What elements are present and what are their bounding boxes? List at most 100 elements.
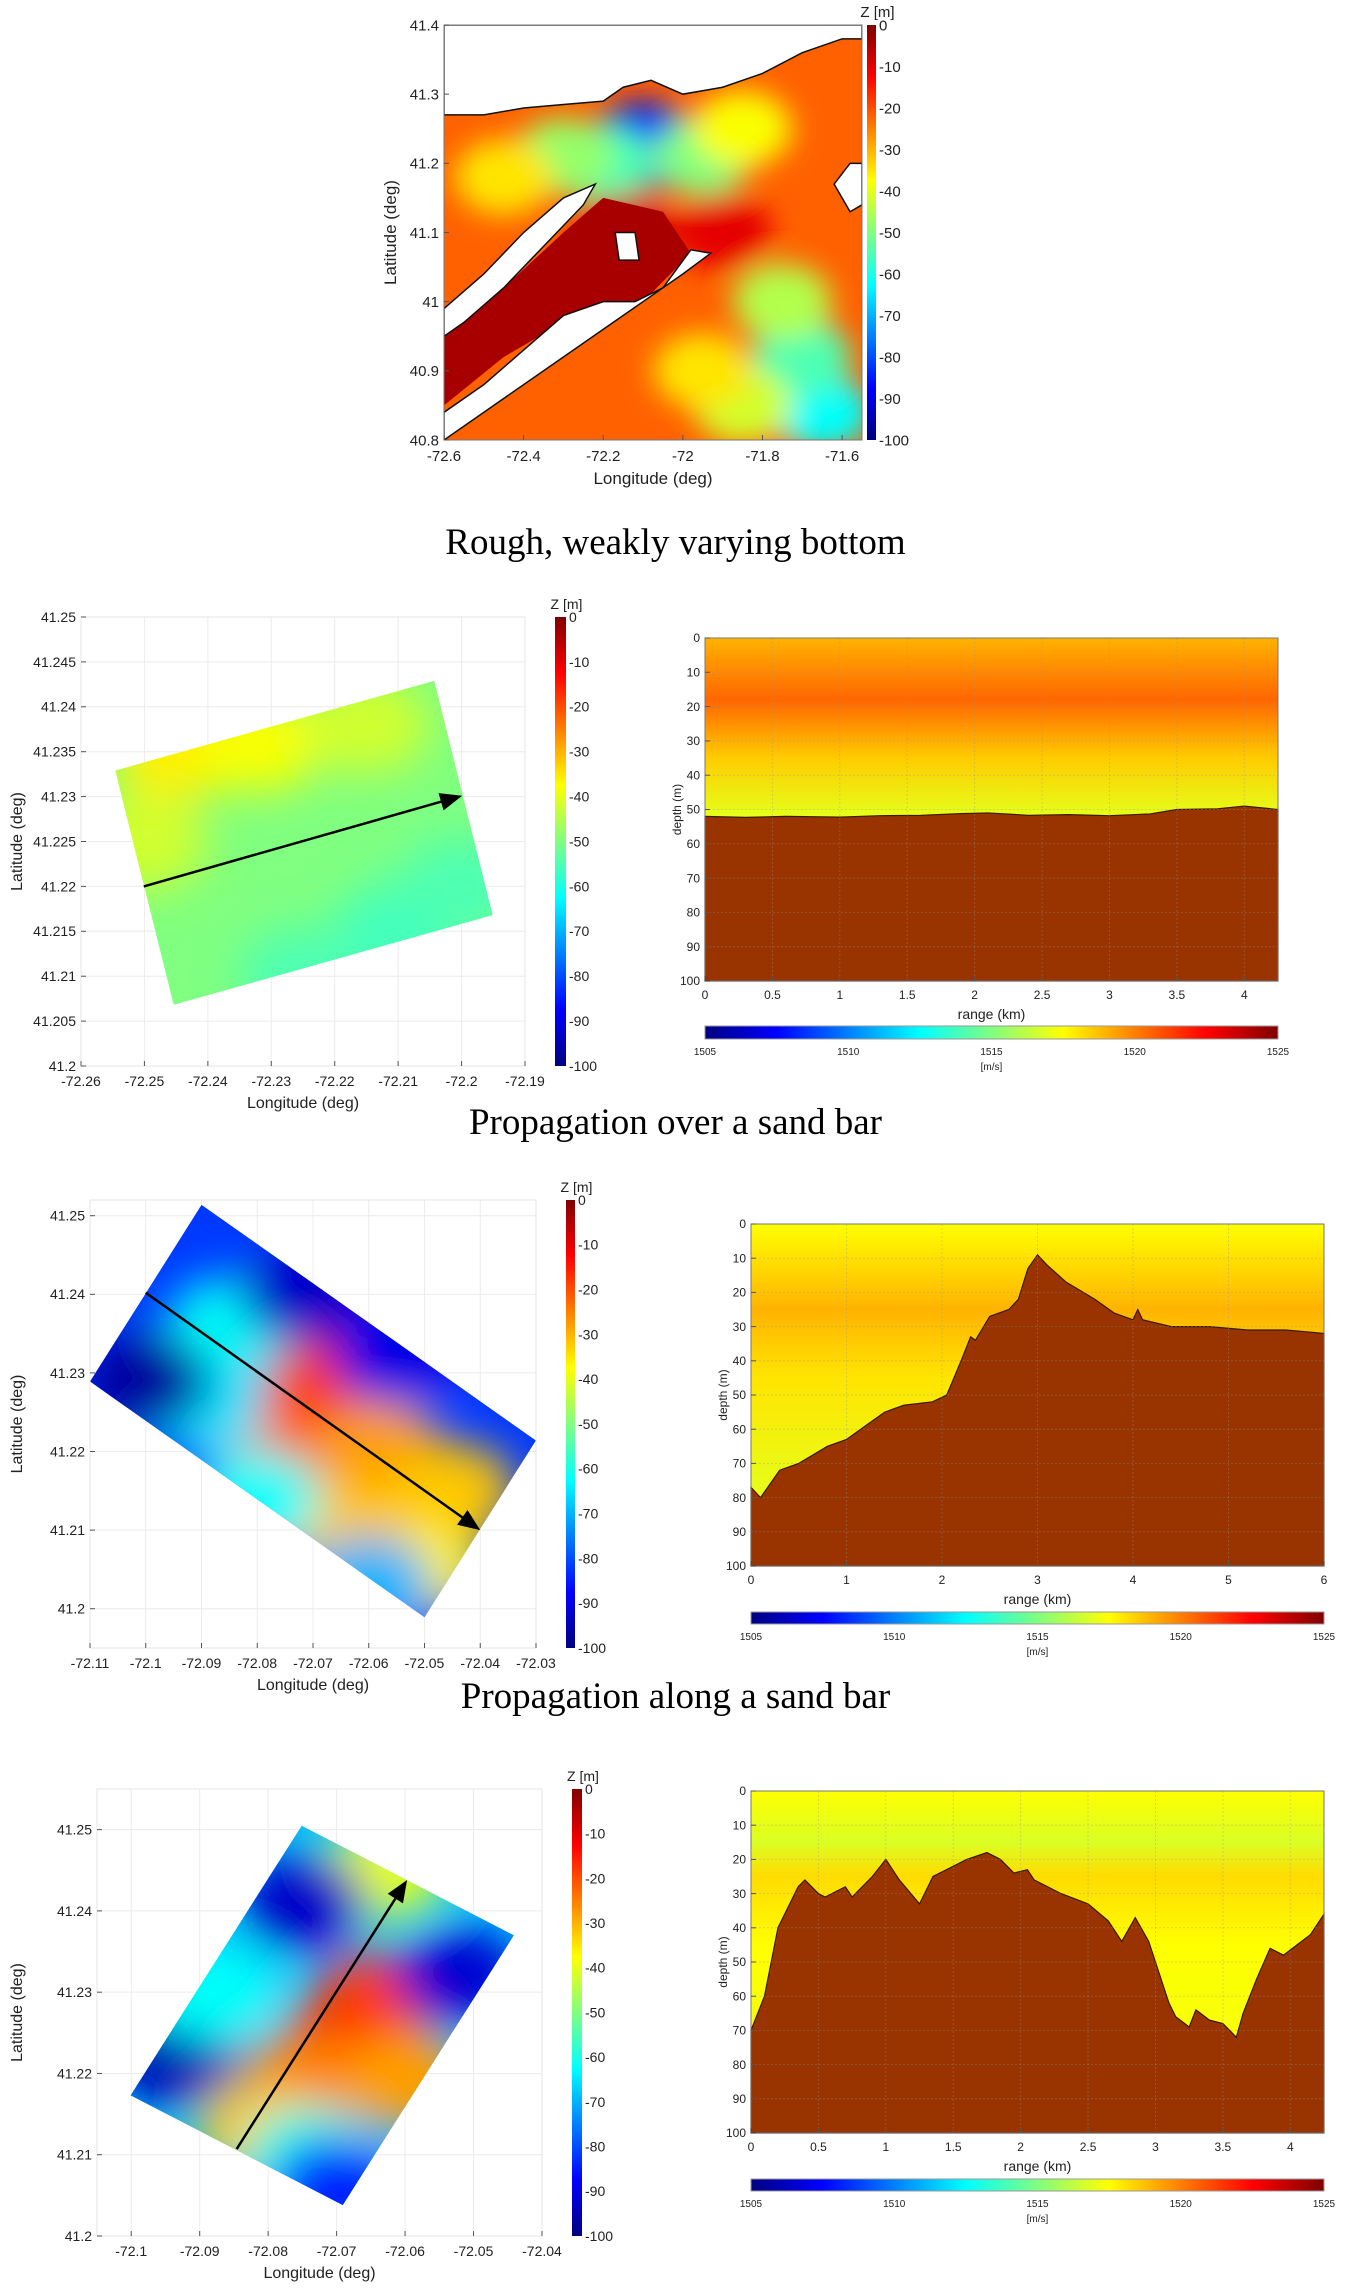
x-tick-label: -72.11: [71, 1655, 110, 1671]
depth-feature: [388, 1441, 517, 1540]
x-axis-label: range (km): [1004, 1591, 1072, 1607]
depth-feature: [90, 1331, 210, 1430]
colorbar-label: Z [m]: [860, 4, 894, 21]
y-tick-label: 30: [733, 1320, 747, 1334]
colorbar-tick-label: -30: [578, 1326, 598, 1342]
colorbar-tick-label: -70: [879, 308, 901, 325]
y-tick-label: 41.21: [50, 1522, 85, 1538]
x-tick-label: 4: [1241, 988, 1248, 1002]
over-sand-bar-profile: 1505 1510 1515 1520 1525 [m/s] 0 0.5 1 1.5 2 2.5 3 3.…: [670, 631, 1290, 1073]
colorbar-tick-label: 1505: [694, 1047, 717, 1058]
caption-along-sand-bar: Propagation along a sand bar: [460, 1676, 891, 1717]
colorbar-tick-label: -50: [578, 1416, 598, 1432]
y-tick-label: 41.22: [57, 2065, 92, 2081]
y-tick-label: 41.23: [50, 1365, 85, 1381]
x-tick-label: -71.6: [825, 448, 859, 465]
y-tick-label: 40: [733, 1354, 747, 1368]
land-area: [833, 162, 862, 213]
x-tick-label: -72.04: [460, 1655, 500, 1671]
y-tick-label: 50: [687, 803, 701, 817]
x-tick-label: 4: [1287, 2140, 1294, 2154]
depth-feature: [302, 680, 430, 774]
colorbar-tick-label: -80: [879, 349, 901, 366]
colorbar-label: [m/s]: [1027, 1647, 1049, 1658]
y-tick-label: 41.4: [410, 17, 439, 34]
sound-speed-colorbar: [704, 1025, 1279, 1040]
x-tick-label: 0: [748, 1573, 755, 1587]
track-arrow-head: [387, 1880, 408, 1904]
x-tick-label: -72.21: [378, 1073, 418, 1089]
x-tick-label: -72.06: [349, 1655, 389, 1671]
colorbar-tick-label: 1525: [1267, 1047, 1290, 1058]
x-tick-label: -72.19: [505, 1073, 545, 1089]
colorbar-tick-label: -60: [879, 266, 901, 283]
y-tick-label: 41.24: [41, 699, 76, 715]
seabed-profile: [750, 1253, 1325, 1567]
colorbar-tick-label: 0: [569, 609, 577, 625]
x-axis-label: range (km): [958, 1006, 1026, 1022]
colorbar-tick-label: 1510: [837, 1047, 860, 1058]
y-tick-label: 41.25: [50, 1208, 85, 1224]
colorbar-tick-label: 0: [578, 1192, 586, 1208]
colorbar-tick-label: -40: [578, 1371, 598, 1387]
y-tick-label: 50: [733, 1388, 747, 1402]
x-axis-label: range (km): [1004, 2158, 1072, 2174]
y-tick-label: 70: [733, 2024, 747, 2038]
colorbar-tick-label: -70: [585, 2094, 605, 2110]
colorbar-tick-label: 1505: [740, 2199, 763, 2210]
y-axis-label: depth (m): [716, 1369, 730, 1420]
colorbar-tick-label: -60: [578, 1461, 598, 1477]
x-tick-label: -72.6: [427, 448, 461, 465]
bathymetry-surface: [130, 1825, 514, 2206]
y-tick-label: 10: [687, 666, 701, 680]
y-tick-label: 41.23: [41, 789, 76, 805]
x-tick-label: 1: [843, 1573, 850, 1587]
x-tick-label: 5: [1225, 1573, 1232, 1587]
along-sand-bar-profile-2: 1505 1510 1515 1520 1525 [m/s] 0 0.5 1 1.5 2 2.5 3 3.…: [716, 1784, 1336, 2225]
colorbar-tick-label: 1525: [1313, 2199, 1336, 2210]
x-tick-label: -72.03: [516, 1655, 556, 1671]
colorbar-tick-label: -30: [569, 744, 589, 760]
x-tick-label: 2: [939, 1573, 946, 1587]
depth-feature: [398, 837, 493, 936]
colorbar-label: Z [m]: [561, 1179, 593, 1195]
x-tick-label: -72: [672, 448, 694, 465]
y-tick-label: 70: [687, 871, 701, 885]
y-tick-label: 20: [733, 1286, 747, 1300]
x-tick-label: 3.5: [1215, 2140, 1232, 2154]
x-tick-label: -72.26: [61, 1073, 101, 1089]
colorbar-tick-label: 1520: [1170, 2199, 1193, 2210]
bathymetry-surface: [90, 1204, 536, 1618]
colorbar-tick-label: -80: [578, 1550, 598, 1566]
colorbar-tick-label: -30: [585, 1915, 605, 1931]
colorbar-tick-label: -80: [585, 2139, 605, 2155]
colorbar-label: Z [m]: [551, 596, 583, 612]
y-tick-label: 60: [687, 837, 701, 851]
y-tick-label: 0: [693, 631, 700, 645]
colorbar-tick-label: 1510: [883, 1632, 906, 1643]
x-tick-label: 1: [882, 2140, 889, 2154]
y-tick-label: 40.9: [410, 363, 439, 380]
x-tick-label: -72.09: [182, 1655, 222, 1671]
colorbar-tick-label: -100: [569, 1058, 597, 1074]
x-tick-label: 1: [836, 988, 843, 1002]
x-tick-label: -72.2: [446, 1073, 478, 1089]
y-tick-label: 70: [733, 1457, 747, 1471]
along-sand-bar-profile-1: 1505 1510 1515 1520 1525[m/s]0 1 2 3 4 5 601020304…: [716, 1217, 1336, 1658]
depth-feature: [653, 332, 753, 409]
y-tick-label: 40.8: [410, 432, 439, 449]
y-tick-label: 41.2: [410, 156, 439, 173]
land-area: [444, 248, 713, 440]
land-area: [614, 231, 640, 261]
y-tick-label: 41.1: [410, 225, 439, 242]
y-tick-label: 20: [687, 700, 701, 714]
x-tick-label: 2: [1017, 2140, 1024, 2154]
y-tick-label: 10: [733, 1818, 747, 1832]
y-tick-label: 41.245: [33, 654, 76, 670]
colorbar-tick-label: -20: [569, 699, 589, 715]
colorbar-tick-label: 1525: [1313, 1632, 1336, 1643]
y-axis-label: Latitude (deg): [9, 792, 26, 891]
y-tick-label: 80: [687, 906, 701, 920]
y-tick-label: 41.225: [33, 833, 76, 849]
colorbar-tick-label: -50: [569, 833, 589, 849]
